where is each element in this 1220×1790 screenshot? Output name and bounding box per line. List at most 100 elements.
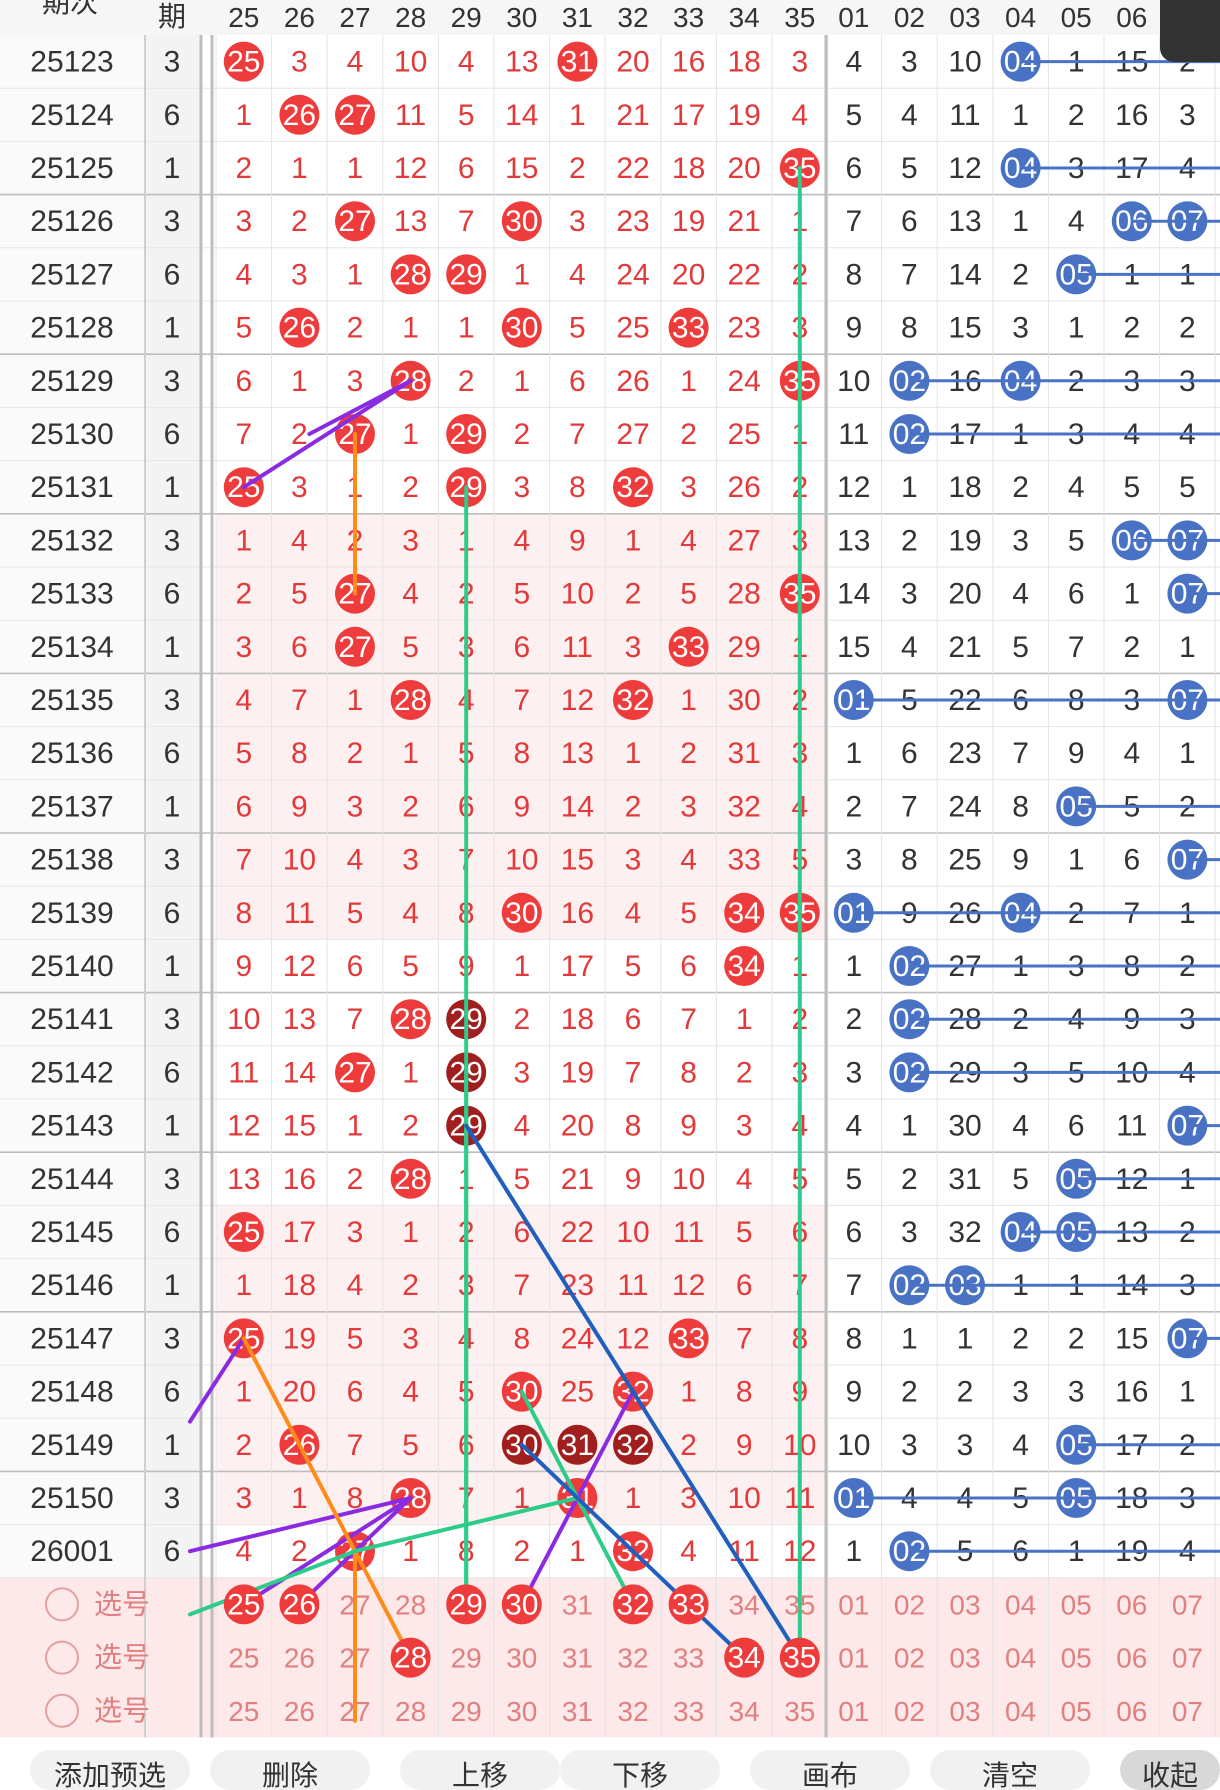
select-label[interactable]: 选号	[94, 1588, 150, 1619]
select-blue-option[interactable]: 06	[1116, 1643, 1147, 1674]
selected-red-ball[interactable]	[501, 1584, 542, 1625]
select-blue-option[interactable]: 02	[894, 1589, 925, 1620]
blue-miss-count: 6	[1068, 1110, 1085, 1143]
select-red-option[interactable]: 26	[284, 1643, 315, 1674]
select-red-option[interactable]: 33	[673, 1643, 704, 1674]
select-blue-option[interactable]: 05	[1061, 1696, 1092, 1727]
selected-red-ball[interactable]	[779, 1637, 820, 1678]
red-miss-count: 1	[680, 684, 697, 717]
select-blue-option[interactable]: 03	[949, 1643, 980, 1674]
blue-miss-count: 3	[1179, 99, 1196, 132]
select-red-option[interactable]: 27	[339, 1589, 370, 1620]
period-number: 25127	[30, 258, 113, 291]
select-blue-option[interactable]: 02	[894, 1643, 925, 1674]
red-miss-count: 13	[561, 737, 594, 770]
red-miss-count: 9	[235, 950, 252, 983]
select-blue-option[interactable]: 02	[894, 1696, 925, 1727]
select-blue-option[interactable]: 03	[949, 1696, 980, 1727]
toolbar-button[interactable]: 添加预选	[30, 1750, 190, 1790]
period-number: 25136	[30, 737, 113, 770]
select-red-option[interactable]: 30	[506, 1643, 537, 1674]
select-radio[interactable]	[45, 1693, 79, 1728]
select-blue-option[interactable]: 06	[1116, 1696, 1147, 1727]
blue-miss-count: 2	[901, 1163, 918, 1196]
header-red-col: 25	[228, 2, 259, 33]
red-miss-count: 9	[625, 1163, 642, 1196]
selected-red-ball[interactable]	[724, 1637, 765, 1678]
select-label[interactable]: 选号	[94, 1642, 150, 1673]
select-red-option[interactable]: 32	[617, 1643, 648, 1674]
select-red-option[interactable]: 31	[562, 1696, 593, 1727]
red-miss-count: 4	[235, 258, 252, 291]
red-miss-count: 4	[402, 578, 419, 611]
period-number: 25130	[30, 418, 113, 451]
select-red-option[interactable]: 32	[617, 1696, 648, 1727]
select-blue-option[interactable]: 01	[838, 1696, 869, 1727]
select-red-option[interactable]: 34	[729, 1589, 760, 1620]
red-miss-count: 16	[283, 1163, 316, 1196]
header-period-label[interactable]: 期次	[42, 0, 98, 18]
select-blue-option[interactable]: 03	[949, 1589, 980, 1620]
select-red-option[interactable]: 25	[228, 1643, 259, 1674]
select-red-option[interactable]: 29	[451, 1696, 482, 1727]
red-miss-count: 12	[561, 684, 594, 717]
period-number: 25150	[30, 1482, 113, 1515]
select-red-option[interactable]: 28	[395, 1696, 426, 1727]
toolbar-button[interactable]: 删除	[210, 1750, 370, 1790]
select-blue-option[interactable]: 01	[838, 1589, 869, 1620]
selected-red-ball[interactable]	[223, 1584, 264, 1625]
select-blue-option[interactable]: 04	[1005, 1643, 1036, 1674]
select-blue-option[interactable]: 06	[1116, 1589, 1147, 1620]
select-red-option[interactable]: 31	[562, 1589, 593, 1620]
select-blue-option[interactable]: 04	[1005, 1589, 1036, 1620]
select-red-option[interactable]: 30	[506, 1696, 537, 1727]
select-red-option[interactable]: 28	[395, 1589, 426, 1620]
select-red-option[interactable]: 25	[228, 1696, 259, 1727]
select-blue-option[interactable]: 01	[838, 1643, 869, 1674]
red-miss-count: 27	[728, 524, 761, 557]
toolbar-button[interactable]: 下移	[560, 1750, 720, 1790]
red-miss-count: 4	[347, 46, 364, 79]
selected-red-ball[interactable]	[668, 1584, 709, 1625]
toolbar-button[interactable]: 画布	[750, 1750, 910, 1790]
select-red-option[interactable]: 33	[673, 1696, 704, 1727]
select-red-option[interactable]: 35	[784, 1696, 815, 1727]
toolbar-button[interactable]: 清空	[930, 1750, 1090, 1790]
select-red-option[interactable]: 26	[284, 1696, 315, 1727]
blue-miss-count: 10	[837, 1429, 870, 1462]
toolbar-button[interactable]: 收起	[1120, 1750, 1220, 1790]
blue-miss-count: 2	[1012, 471, 1029, 504]
select-blue-option[interactable]: 04	[1005, 1696, 1036, 1727]
select-red-option[interactable]: 31	[562, 1643, 593, 1674]
blue-miss-count: 4	[845, 46, 862, 79]
selected-red-ball[interactable]	[613, 1584, 653, 1625]
select-blue-option[interactable]: 05	[1061, 1589, 1092, 1620]
period-dist: 1	[164, 471, 181, 504]
select-red-option[interactable]: 29	[451, 1643, 482, 1674]
select-red-option[interactable]: 34	[729, 1696, 760, 1727]
select-red-option[interactable]: 27	[339, 1696, 370, 1727]
red-miss-count: 2	[625, 578, 642, 611]
blue-miss-count: 15	[1115, 1322, 1148, 1355]
select-label[interactable]: 选号	[94, 1695, 150, 1726]
selected-red-ball[interactable]	[390, 1637, 431, 1678]
floating-handle[interactable]	[1160, 0, 1220, 62]
select-blue-option[interactable]: 07	[1172, 1589, 1203, 1620]
selected-red-number: 32	[616, 1588, 649, 1621]
red-miss-count: 1	[458, 312, 475, 345]
select-radio[interactable]	[45, 1587, 79, 1622]
select-blue-option[interactable]: 05	[1061, 1643, 1092, 1674]
blue-miss-count: 2	[901, 1376, 918, 1409]
blue-miss-count: 8	[1012, 790, 1029, 823]
selected-red-ball[interactable]	[279, 1584, 320, 1625]
toolbar-button[interactable]: 上移	[400, 1750, 560, 1790]
select-red-option[interactable]: 35	[784, 1589, 815, 1620]
select-radio[interactable]	[45, 1640, 79, 1675]
select-blue-option[interactable]: 07	[1172, 1643, 1203, 1674]
blue-miss-count: 8	[901, 844, 918, 877]
select-blue-option[interactable]: 07	[1172, 1696, 1203, 1727]
selected-red-ball[interactable]	[446, 1584, 487, 1625]
select-red-option[interactable]: 27	[339, 1643, 370, 1674]
selection-rows[interactable]: 选号 25 26 27 28 29 30 31 32 33 34 35 01 02 03 04 05 06 07 选号…	[45, 1584, 1203, 1728]
